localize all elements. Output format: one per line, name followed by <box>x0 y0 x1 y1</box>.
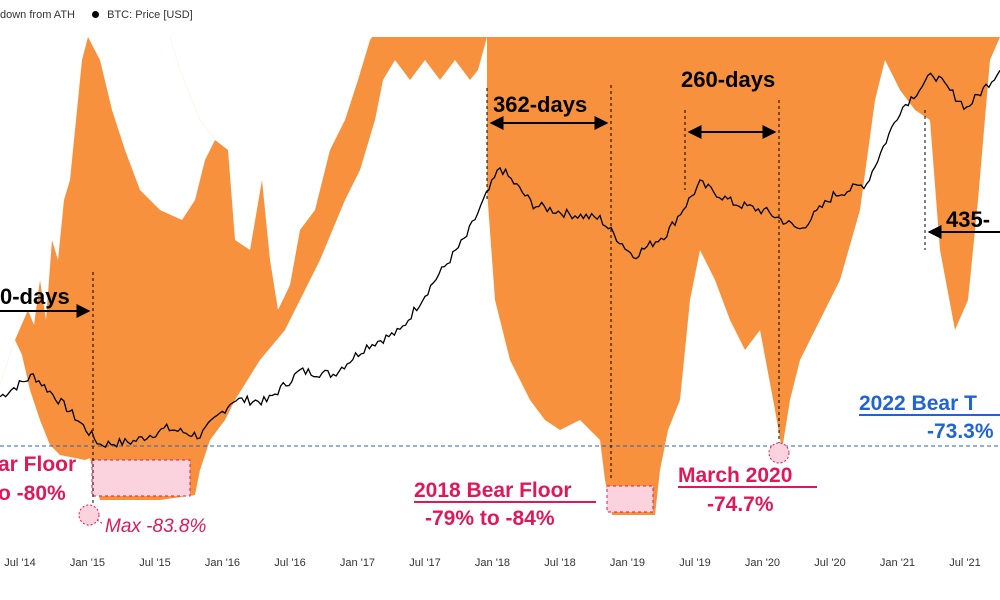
annotation-labels: 0-days 362-days 260-days 435- ar Floor o… <box>0 67 1000 537</box>
legend-price-label: BTC: Price [USD] <box>107 9 193 21</box>
drawdown-area-clip-4 <box>85 37 487 535</box>
x-tick-label: Jul '15 <box>139 557 170 569</box>
bear-2022-label-line2: -73.3% <box>927 420 994 443</box>
span-label-2022: 435- <box>946 207 990 232</box>
drawdown-area-clip <box>0 37 487 385</box>
floor-markers <box>78 442 790 526</box>
reference-lines <box>0 85 1000 505</box>
march-2020-marker <box>768 442 790 464</box>
btc-price-line <box>0 69 1000 448</box>
max-2015-leader <box>96 519 104 525</box>
x-tick-label: Jan '18 <box>475 557 510 569</box>
floor-2015-label-line2: o -80% <box>0 482 66 505</box>
march-2020-label-line2: -74.7% <box>707 493 774 516</box>
x-tick-label: Jul '19 <box>679 557 710 569</box>
x-tick-label: Jan '20 <box>745 557 780 569</box>
span-arrows <box>0 116 1000 318</box>
x-tick-label: Jan '15 <box>70 557 105 569</box>
pink-shade-layer <box>91 459 654 513</box>
span-label-2015: 0-days <box>0 284 70 309</box>
x-tick-label: Jul '17 <box>409 557 440 569</box>
bear-2022-label-line1: 2022 Bear T <box>859 392 977 415</box>
legend-drawdown-label: down from ATH <box>0 9 75 21</box>
drawdown-area-clip-3 <box>0 340 85 535</box>
drawdown-area-clip-5 <box>487 37 1000 535</box>
max-2015-label: Max -83.8% <box>105 516 206 537</box>
max-2015-marker <box>78 504 100 526</box>
x-tick-label: Jul '21 <box>949 557 980 569</box>
span-label-2020: 260-days <box>681 67 775 92</box>
floor-2015-label-line1: ar Floor <box>0 453 76 476</box>
legend-price-dot <box>92 11 100 18</box>
floor-2015-shade <box>91 459 191 497</box>
legend: down from ATH BTC: Price [USD] <box>0 9 193 21</box>
march-2020-label-line1: March 2020 <box>678 464 792 487</box>
floor-2018-shade <box>606 485 654 513</box>
drawdown-area-clip-2 <box>88 37 215 220</box>
x-tick-label: Jul '20 <box>814 557 845 569</box>
x-tick-label: Jan '21 <box>880 557 915 569</box>
x-tick-label: Jan '16 <box>205 557 240 569</box>
drawdown-area-layer <box>0 37 1000 535</box>
x-tick-label: Jul '16 <box>274 557 305 569</box>
x-tick-label: Jan '17 <box>340 557 375 569</box>
floor-2018-label-line1: 2018 Bear Floor <box>414 479 572 502</box>
x-tick-label: Jul '18 <box>544 557 575 569</box>
x-tick-label: Jan '19 <box>610 557 645 569</box>
x-axis: Jul '14 Jan '15 Jul '15 Jan '16 Jul '16 Jan '… <box>4 557 980 569</box>
floor-2018-label-line2: -79% to -84% <box>425 507 555 530</box>
x-tick-label: Jul '14 <box>4 557 35 569</box>
span-label-2018: 362-days <box>493 92 587 117</box>
